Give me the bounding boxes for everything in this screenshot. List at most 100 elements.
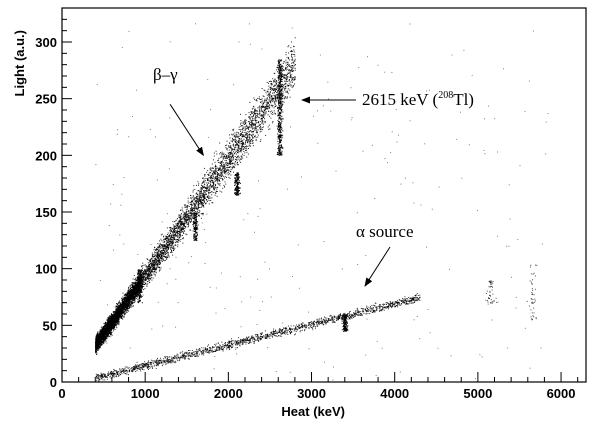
data-point bbox=[152, 261, 154, 263]
data-point bbox=[271, 81, 272, 83]
data-point bbox=[141, 280, 143, 282]
data-point bbox=[215, 179, 217, 181]
data-point bbox=[248, 126, 250, 128]
data-point bbox=[241, 143, 243, 145]
data-point bbox=[293, 65, 295, 67]
data-point bbox=[152, 262, 154, 264]
data-point bbox=[188, 216, 190, 218]
data-point bbox=[182, 226, 184, 228]
data-point bbox=[171, 243, 173, 245]
data-point bbox=[237, 155, 239, 157]
data-point bbox=[285, 85, 287, 87]
data-point bbox=[294, 58, 296, 60]
data-point bbox=[225, 173, 227, 175]
data-point bbox=[226, 165, 228, 166]
data-point bbox=[203, 185, 205, 187]
data-point bbox=[149, 273, 151, 275]
data-point bbox=[211, 186, 213, 188]
data-point bbox=[213, 177, 215, 179]
data-point bbox=[194, 207, 196, 209]
data-point bbox=[270, 83, 272, 85]
data-point bbox=[224, 181, 226, 183]
data-point bbox=[198, 183, 200, 185]
data-point bbox=[214, 187, 216, 189]
data-point bbox=[210, 192, 212, 194]
data-point bbox=[112, 311, 114, 313]
data-point bbox=[216, 178, 218, 180]
data-point bbox=[273, 112, 275, 114]
data-point bbox=[231, 166, 233, 168]
data-point bbox=[287, 85, 289, 87]
data-point bbox=[150, 258, 152, 260]
data-point bbox=[264, 122, 266, 124]
data-point bbox=[207, 169, 209, 171]
data-point bbox=[267, 114, 269, 116]
data-point bbox=[168, 243, 170, 245]
data-point bbox=[159, 240, 161, 242]
data-point bbox=[234, 141, 236, 143]
data-point bbox=[188, 209, 190, 211]
data-point bbox=[151, 270, 153, 272]
data-point bbox=[278, 109, 279, 111]
data-point bbox=[143, 275, 145, 277]
data-point bbox=[260, 102, 261, 103]
data-point bbox=[285, 86, 287, 88]
data-point bbox=[174, 235, 176, 237]
data-point bbox=[254, 110, 256, 112]
data-point bbox=[118, 301, 120, 303]
data-point bbox=[244, 146, 246, 147]
data-point bbox=[249, 141, 251, 143]
data-point bbox=[252, 134, 254, 136]
data-point bbox=[281, 70, 283, 72]
data-point bbox=[147, 269, 149, 271]
data-point bbox=[271, 98, 273, 100]
data-point bbox=[211, 163, 213, 165]
data-point bbox=[213, 187, 215, 189]
data-point bbox=[291, 86, 293, 88]
data-point bbox=[152, 277, 154, 279]
data-point bbox=[190, 197, 191, 199]
data-point bbox=[176, 227, 177, 229]
data-point bbox=[192, 224, 194, 226]
data-point bbox=[177, 246, 179, 248]
data-point bbox=[220, 175, 222, 177]
data-point bbox=[145, 273, 147, 275]
data-point bbox=[198, 202, 200, 204]
data-point bbox=[212, 181, 214, 183]
data-point bbox=[275, 81, 277, 83]
data-point bbox=[291, 80, 293, 82]
data-point bbox=[126, 309, 128, 311]
data-point bbox=[251, 126, 252, 128]
data-point bbox=[194, 210, 195, 212]
data-point bbox=[207, 190, 209, 192]
data-point bbox=[146, 269, 148, 270]
data-point bbox=[222, 187, 224, 189]
data-point bbox=[158, 263, 160, 265]
data-point bbox=[117, 323, 119, 325]
data-point bbox=[190, 217, 192, 219]
data-point bbox=[285, 59, 287, 61]
data-point bbox=[264, 110, 265, 112]
data-point bbox=[286, 66, 288, 68]
data-point bbox=[236, 163, 238, 165]
data-point bbox=[213, 170, 215, 172]
data-point bbox=[157, 260, 158, 262]
data-point bbox=[203, 195, 204, 197]
data-point bbox=[155, 266, 157, 268]
data-point bbox=[221, 153, 223, 155]
data-point bbox=[172, 236, 174, 238]
data-point bbox=[143, 274, 144, 275]
data-point bbox=[132, 306, 134, 308]
data-point bbox=[132, 282, 134, 284]
data-point bbox=[248, 148, 249, 149]
data-point bbox=[241, 146, 243, 148]
data-point bbox=[288, 83, 290, 85]
data-point bbox=[240, 155, 242, 157]
data-point bbox=[207, 186, 209, 188]
data-point bbox=[233, 136, 235, 138]
data-point bbox=[197, 207, 199, 208]
data-point bbox=[294, 55, 296, 57]
data-point bbox=[171, 242, 173, 244]
data-point bbox=[219, 180, 221, 182]
data-point bbox=[175, 230, 177, 232]
